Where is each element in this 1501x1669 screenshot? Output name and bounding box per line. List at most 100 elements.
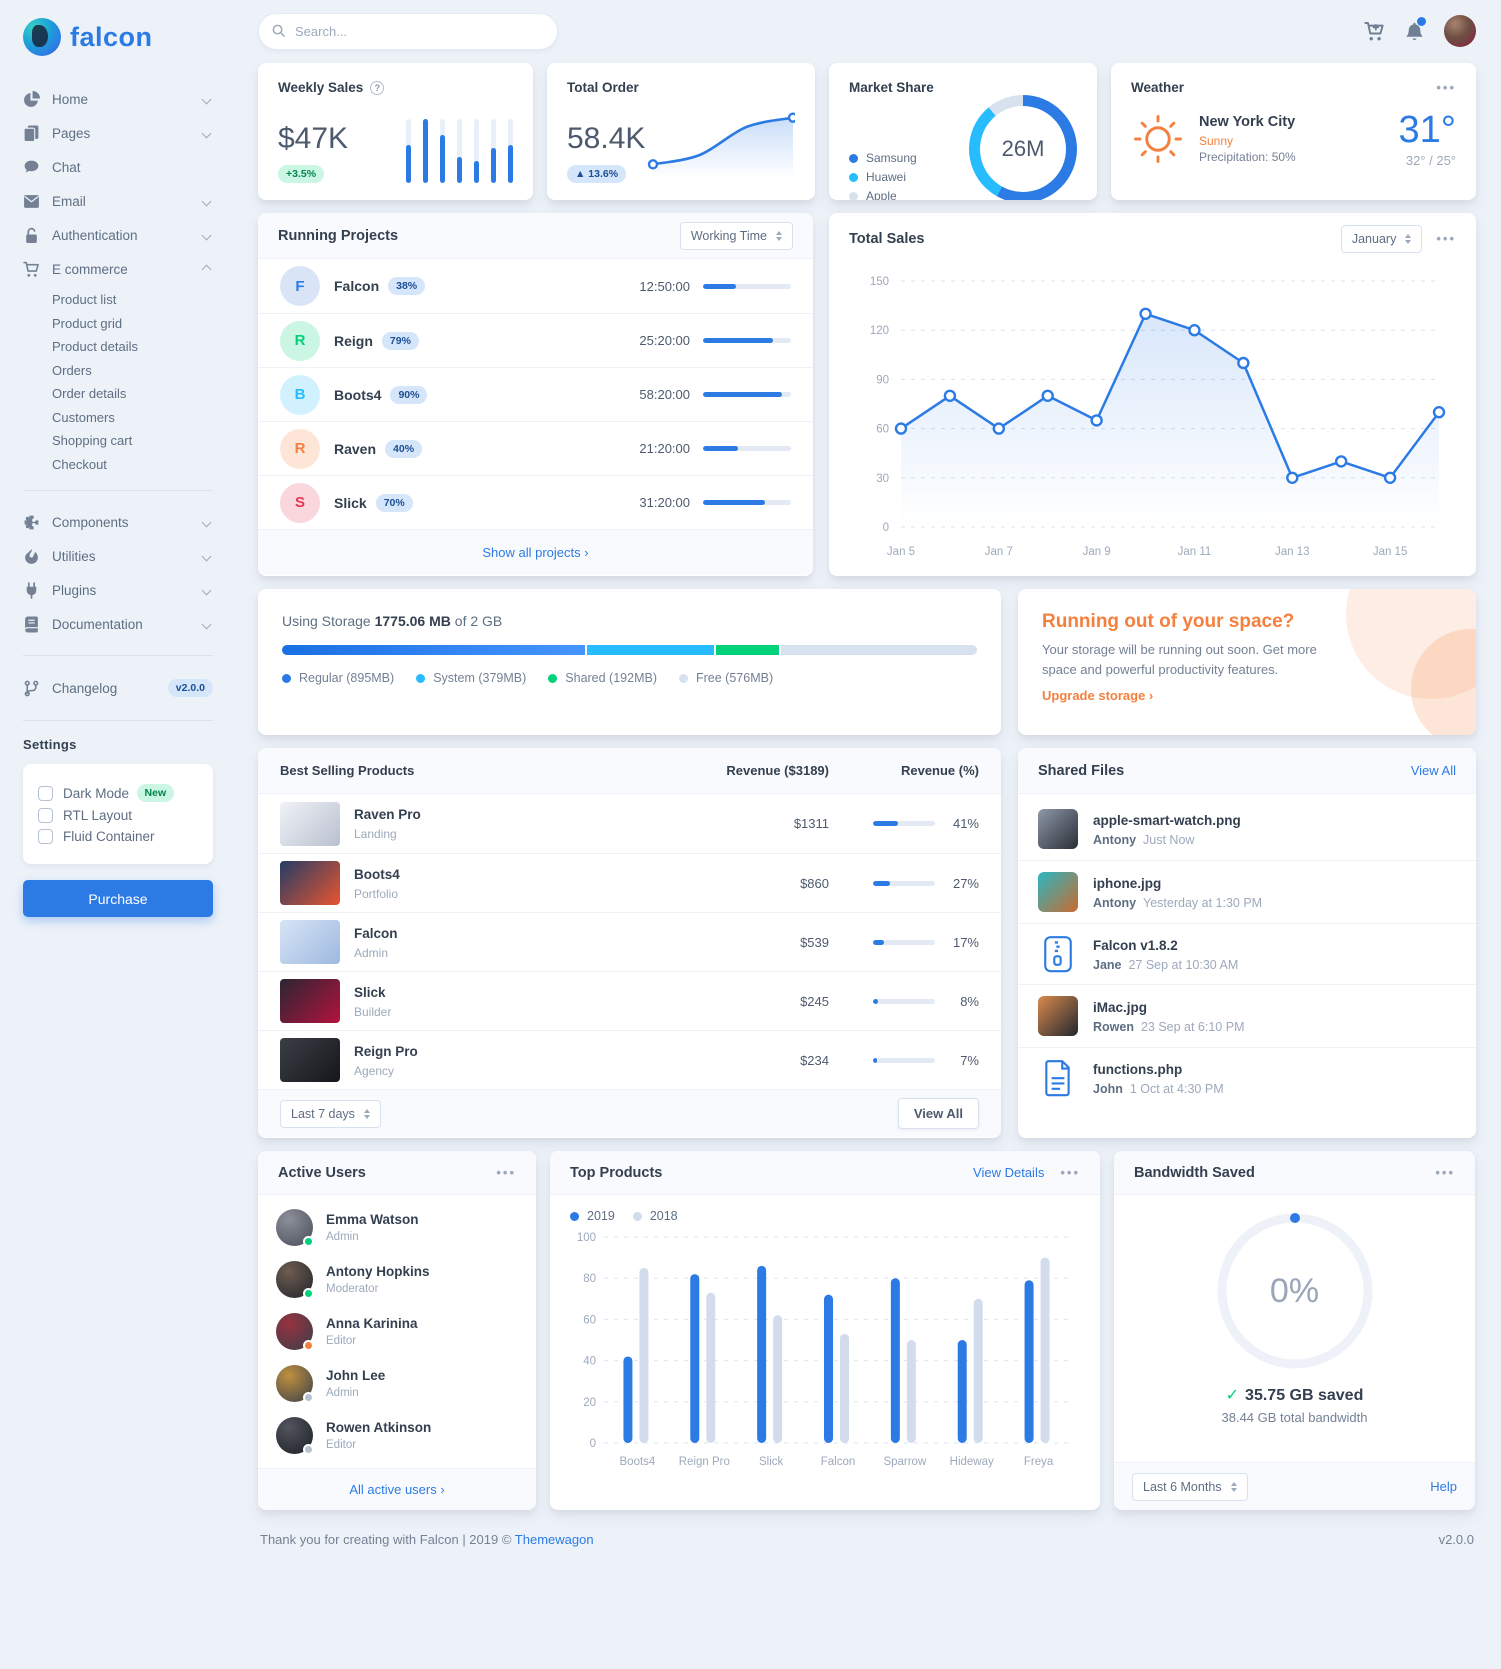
- sidebar-subitem-shopping-cart[interactable]: Shopping cart: [52, 433, 133, 448]
- project-name[interactable]: Boots4: [334, 386, 382, 403]
- card-menu-icon[interactable]: [1436, 83, 1456, 93]
- sidebar-item-home[interactable]: Home: [23, 82, 213, 116]
- search-input[interactable]: [258, 12, 558, 50]
- shared-files-list: apple-smart-watch.png Antony Just Now ip…: [1018, 794, 1476, 1108]
- checkbox-dark-mode[interactable]: [38, 785, 53, 801]
- sidebar-item-plugins[interactable]: Plugins: [23, 573, 213, 607]
- product-name[interactable]: Boots4: [354, 866, 400, 882]
- shared-files-view-all-link[interactable]: View All: [1410, 763, 1456, 778]
- cart-button[interactable]: [1364, 21, 1385, 42]
- notification-dot: [1417, 16, 1426, 26]
- projects-sales-row: Running Projects Working Time F Falcon 3…: [258, 213, 1476, 576]
- card-menu-icon[interactable]: [1436, 234, 1456, 244]
- sidebar-subitem-product-details[interactable]: Product details: [52, 339, 138, 354]
- svg-text:60: 60: [583, 1314, 596, 1326]
- user-name[interactable]: John Lee: [326, 1368, 386, 1383]
- upgrade-space-card: Running out of your space? Your storage …: [1018, 589, 1476, 735]
- chevron-down-icon: [201, 619, 212, 629]
- user-name[interactable]: Rowen Atkinson: [326, 1420, 432, 1435]
- svg-text:Jan 9: Jan 9: [1082, 546, 1110, 558]
- spark-bar: [457, 119, 462, 183]
- storage-segment-regular-895mb-: [282, 645, 587, 655]
- svg-text:Reign Pro: Reign Pro: [679, 1456, 730, 1468]
- file-row-falcon-v1-8-2[interactable]: Falcon v1.8.2 Jane 27 Sep at 10:30 AM: [1018, 923, 1476, 984]
- notifications-button[interactable]: [1404, 16, 1426, 42]
- spark-bar: [423, 119, 428, 183]
- view-details-link[interactable]: View Details: [973, 1165, 1045, 1180]
- plug-icon: [23, 581, 40, 599]
- file-row-apple-smart-watch-png[interactable]: apple-smart-watch.png Antony Just Now: [1018, 798, 1476, 860]
- setting-row-fluid-container: Fluid Container: [38, 829, 198, 844]
- show-all-projects-link[interactable]: Show all projects: [482, 545, 588, 560]
- new-badge: New: [136, 784, 175, 802]
- purchase-button[interactable]: Purchase: [23, 880, 213, 917]
- user-name[interactable]: Emma Watson: [326, 1212, 419, 1227]
- product-row-raven-pro: Raven Pro Landing $1311 41%: [258, 794, 1001, 853]
- file-row-imac-jpg[interactable]: iMac.jpg Rowen 23 Sep at 6:10 PM: [1018, 984, 1476, 1047]
- status-dot: [303, 1287, 314, 1299]
- file-name: iphone.jpg: [1093, 875, 1162, 891]
- user-name[interactable]: Antony Hopkins: [326, 1264, 430, 1279]
- project-name[interactable]: Falcon: [334, 278, 380, 294]
- months-select[interactable]: Last 6 Months: [1132, 1472, 1248, 1501]
- product-row-falcon: Falcon Admin $539 17%: [258, 912, 1001, 971]
- svg-text:Boots4: Boots4: [620, 1456, 656, 1468]
- card-menu-icon[interactable]: [1060, 1168, 1080, 1178]
- sidebar-item-e-commerce[interactable]: E commerce: [23, 252, 213, 286]
- product-name[interactable]: Raven Pro: [354, 807, 421, 822]
- sidebar-subitem-order-details[interactable]: Order details: [52, 386, 127, 401]
- svg-text:Jan 11: Jan 11: [1177, 546, 1211, 558]
- product-name[interactable]: Reign Pro: [354, 1043, 418, 1059]
- sidebar-item-documentation[interactable]: Documentation: [23, 607, 213, 641]
- file-row-iphone-jpg[interactable]: iphone.jpg Antony Yesterday at 1:30 PM: [1018, 860, 1476, 923]
- user-name[interactable]: Anna Karinina: [326, 1316, 418, 1331]
- sidebar-subitem-product-list[interactable]: Product list: [52, 292, 117, 307]
- file-row-functions-php[interactable]: functions.php John 1 Oct at 4:30 PM: [1018, 1047, 1476, 1108]
- user-avatar[interactable]: [1444, 15, 1476, 47]
- sidebar-subitem-customers[interactable]: Customers: [52, 409, 115, 425]
- themewagon-link[interactable]: Themewagon: [514, 1532, 594, 1547]
- sidebar-item-pages[interactable]: Pages: [23, 116, 213, 150]
- project-progress-badge: 70%: [375, 493, 413, 512]
- view-all-button[interactable]: View All: [897, 1098, 979, 1129]
- project-name[interactable]: Slick: [334, 494, 367, 511]
- sidebar-item-changelog[interactable]: Changelog v2.0.0: [23, 670, 213, 706]
- best-selling-list: Raven Pro Landing $1311 41% Boots4 Portf…: [258, 794, 1001, 1089]
- sidebar-item-email[interactable]: Email: [23, 184, 213, 218]
- card-menu-icon[interactable]: [1435, 1168, 1455, 1178]
- col-revenue: Revenue ($3189): [726, 763, 829, 778]
- period-select[interactable]: Last 7 days: [280, 1099, 381, 1128]
- spark-bar: [491, 119, 496, 183]
- pages-icon: [23, 125, 40, 142]
- help-icon[interactable]: [370, 80, 385, 95]
- month-select[interactable]: January: [1340, 225, 1423, 253]
- checkbox-rtl-layout[interactable]: [38, 808, 53, 823]
- file-thumbnail: [1038, 996, 1078, 1036]
- checkbox-fluid-container[interactable]: [38, 829, 53, 844]
- help-link[interactable]: Help: [1430, 1479, 1457, 1494]
- project-name[interactable]: Reign: [334, 332, 373, 349]
- weekly-sales-title: Weekly Sales: [278, 80, 364, 95]
- chevron-down-icon: [201, 196, 212, 206]
- working-time-select[interactable]: Working Time: [679, 221, 793, 250]
- product-revenue: $539: [800, 934, 829, 950]
- code-file-icon: [1041, 1059, 1075, 1097]
- sidebar-subitem-checkout[interactable]: Checkout: [52, 456, 107, 472]
- status-dot: [303, 1443, 314, 1455]
- project-name[interactable]: Raven: [334, 440, 377, 457]
- stats-row: Weekly Sales $47K +3.5% Total Order 58.4…: [258, 63, 1476, 200]
- all-active-users-link[interactable]: All active users: [349, 1482, 444, 1497]
- sidebar-item-components[interactable]: Components: [23, 505, 213, 539]
- product-category: Portfolio: [354, 886, 399, 901]
- sidebar-subitem-orders[interactable]: Orders: [52, 362, 92, 378]
- upgrade-storage-link[interactable]: Upgrade storage: [1042, 688, 1153, 703]
- sidebar-item-utilities[interactable]: Utilities: [23, 539, 213, 573]
- product-name[interactable]: Slick: [354, 984, 386, 1000]
- sidebar-item-chat[interactable]: Chat: [23, 150, 213, 184]
- brand-logo[interactable]: falcon: [23, 18, 213, 56]
- sidebar-item-authentication[interactable]: Authentication: [23, 218, 213, 252]
- product-name[interactable]: Falcon: [354, 925, 398, 941]
- search-icon: [271, 23, 286, 38]
- sidebar-subitem-product-grid[interactable]: Product grid: [52, 315, 123, 331]
- card-menu-icon[interactable]: [496, 1168, 516, 1178]
